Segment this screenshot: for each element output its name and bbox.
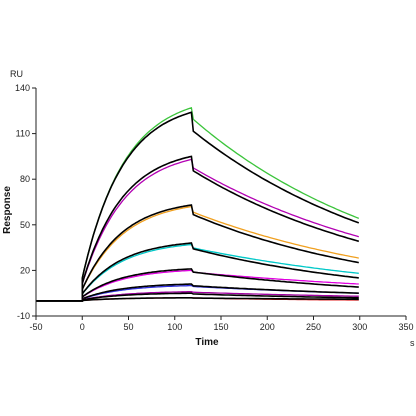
- measured-curve-2: [36, 158, 359, 302]
- fit-curve-9: [36, 268, 359, 302]
- fit-curve-13: [36, 292, 359, 302]
- x-tick-label: 300: [352, 322, 367, 332]
- x-ticks: -50 0 50 100 150 200 250 300 350: [29, 316, 414, 332]
- x-tick-label: 150: [213, 322, 228, 332]
- fit-curve-7: [36, 242, 359, 302]
- x-tick-label: 200: [260, 322, 275, 332]
- x-tick-label: 100: [167, 322, 182, 332]
- y-tick-label: 50: [20, 220, 30, 230]
- fit-curve-11: [36, 283, 359, 302]
- y-tick-label: 80: [20, 174, 30, 184]
- x-unit-label: s: [410, 338, 415, 348]
- x-tick-label: 50: [123, 322, 133, 332]
- measured-curve-12: [36, 291, 359, 302]
- x-tick-label: 0: [80, 322, 85, 332]
- y-unit-label: RU: [10, 69, 23, 79]
- y-tick-label: 110: [16, 129, 30, 139]
- y-ticks: -10 20 50 80 110 140: [15, 83, 36, 321]
- x-axis-title: Time: [195, 337, 219, 348]
- plot-area: [36, 106, 360, 302]
- x-tick-label: 250: [306, 322, 321, 332]
- fit-curve-1: [36, 111, 360, 302]
- fit-curve-3: [36, 155, 360, 302]
- y-tick-label: 140: [15, 83, 30, 93]
- y-tick-label: -10: [17, 311, 30, 321]
- fit-curve-5: [36, 204, 359, 302]
- y-tick-label: 20: [20, 265, 30, 275]
- y-axis-title: Response: [2, 186, 13, 234]
- x-tick-label: -50: [29, 322, 42, 332]
- fit-curve-15: [36, 297, 359, 302]
- x-tick-label: 350: [398, 322, 413, 332]
